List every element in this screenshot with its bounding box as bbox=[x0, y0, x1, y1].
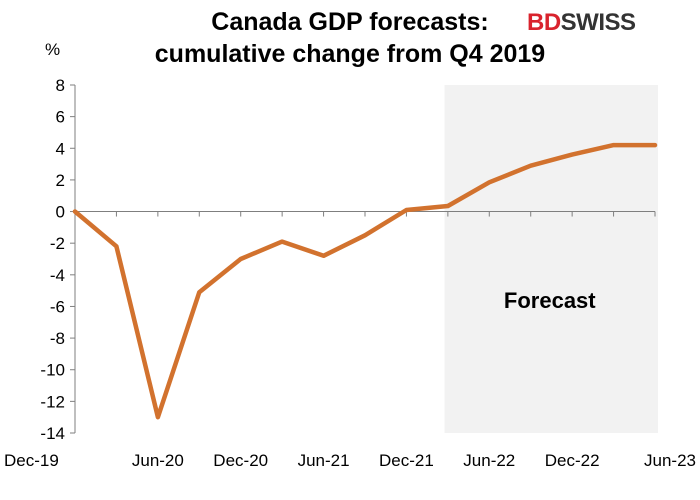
chart-title-line-2: cumulative change from Q4 2019 bbox=[154, 40, 546, 68]
x-tick-label: Dec-19 bbox=[4, 451, 59, 470]
x-tick-label: Jun-20 bbox=[132, 451, 184, 470]
y-tick-label: 0 bbox=[56, 203, 65, 222]
y-tick-label: -8 bbox=[50, 329, 65, 348]
x-tick-label: Jun-21 bbox=[298, 451, 350, 470]
y-tick-label: -14 bbox=[40, 424, 65, 443]
logo-bd-text: BD bbox=[527, 9, 561, 36]
x-tick-label: Jun-23 bbox=[644, 451, 696, 470]
x-tick-label: Dec-20 bbox=[213, 451, 268, 470]
y-tick-label: -10 bbox=[40, 361, 65, 380]
chart-title-line-1: Canada GDP forecasts: bbox=[211, 8, 489, 36]
y-tick-label: 4 bbox=[56, 139, 65, 158]
x-tick-label: Dec-21 bbox=[379, 451, 434, 470]
chart-title: Canada GDP forecasts: cumulative change … bbox=[60, 6, 640, 70]
logo-swiss-text: SWISS bbox=[560, 9, 636, 36]
forecast-annotation: Forecast bbox=[504, 288, 596, 313]
x-tick-label: Jun-22 bbox=[463, 451, 515, 470]
forecast-shaded-region bbox=[444, 85, 658, 433]
y-tick-label: -4 bbox=[50, 266, 65, 285]
y-tick-label: 2 bbox=[56, 171, 65, 190]
y-axis-unit-label: % bbox=[45, 40, 61, 59]
bdswiss-logo: BDSWISS bbox=[527, 9, 636, 37]
y-tick-label: -2 bbox=[50, 234, 65, 253]
y-tick-label: -6 bbox=[50, 297, 65, 316]
x-tick-label: Dec-22 bbox=[545, 451, 600, 470]
y-tick-label: 6 bbox=[56, 108, 65, 127]
y-tick-label: -12 bbox=[40, 392, 65, 411]
y-tick-label: 8 bbox=[56, 76, 65, 95]
